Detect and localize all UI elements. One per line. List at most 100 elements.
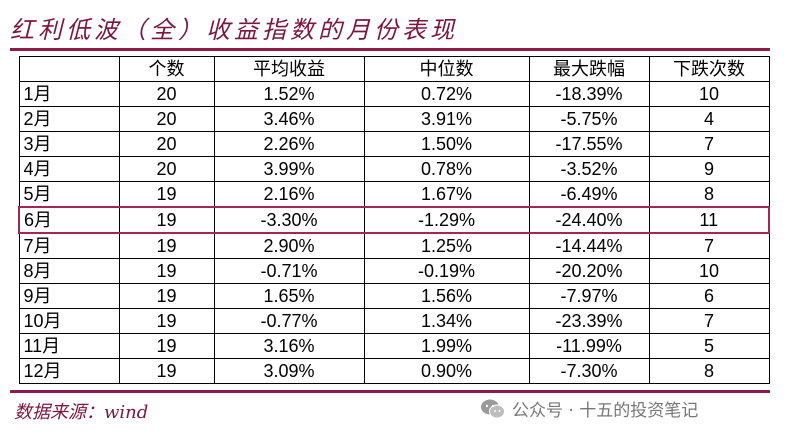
table-cell: 2.26% [213,131,365,157]
table-cell: 9 [648,156,770,182]
table-cell: 19 [118,258,215,284]
month-cell: 10月 [18,308,120,334]
table-row: 2月 20 3.46% 3.91% -5.75% 4 [18,106,770,132]
header-cell [18,56,120,82]
month-cell: 12月 [18,358,120,384]
table-cell: -11.99% [528,333,650,359]
table-cell: -17.55% [528,131,650,157]
header-cell: 中位数 [363,56,530,82]
table-cell: -18.39% [528,81,650,107]
table-cell: 3.99% [213,156,365,182]
table-cell: 20 [118,81,215,107]
watermark-text: 公众号 · 十五的投资笔记 [512,401,699,421]
table-cell: 3.09% [213,358,365,384]
table-cell: -20.20% [528,258,650,284]
header-cell: 最大跌幅 [528,56,650,82]
header-cell: 个数 [118,56,215,82]
table-cell: -14.44% [528,232,650,259]
table-cell: 1.34% [363,308,530,334]
month-cell: 8月 [18,258,120,284]
table-cell: 2.16% [213,181,365,208]
table-cell: 3.91% [363,106,530,132]
table-row: 1月 20 1.52% 0.72% -18.39% 10 [18,81,770,107]
table-row: 4月 20 3.99% 0.78% -3.52% 9 [18,156,770,182]
watermark: 公众号 · 十五的投资笔记 [480,396,698,421]
table-row: 5月 19 2.16% 1.67% -6.49% 8 [18,181,770,208]
table-header-row: 个数 平均收益 中位数 最大跌幅 下跌次数 [18,56,770,82]
table-cell: 19 [118,232,215,259]
table-cell: -7.97% [528,283,650,309]
table-cell: 0.78% [363,156,530,182]
table-cell: 19 [118,181,215,208]
table-row: 8月 19 -0.71% -0.19% -20.20% 10 [18,258,770,284]
table-cell: 1.56% [363,283,530,309]
top-divider [10,48,770,51]
month-cell: 11月 [18,333,120,359]
table-cell: 7 [648,308,770,334]
table-cell: -6.49% [528,181,650,208]
table-cell: 20 [118,131,215,157]
table-cell: 2.90% [213,232,365,259]
month-cell: 9月 [18,283,120,309]
month-cell: 6月 [18,206,120,234]
table-cell: 19 [118,308,215,334]
table-cell: -7.30% [528,358,650,384]
table-cell: 7 [648,131,770,157]
table-cell: 0.72% [363,81,530,107]
month-cell: 7月 [18,232,120,259]
table-cell: 19 [118,283,215,309]
month-cell: 3月 [18,131,120,157]
table-cell: 1.99% [363,333,530,359]
table-cell: -0.71% [213,258,365,284]
table-body: 1月 20 1.52% 0.72% -18.39% 10 2月 20 3.46% 3.91% -5.… [18,81,770,384]
table-cell: 19 [118,206,215,234]
table-row: 6月 19 -3.30% -1.29% -24.40% 11 [18,206,770,234]
table-cell: -5.75% [528,106,650,132]
table-cell: 11 [648,206,770,234]
bottom-divider [10,390,770,393]
monthly-performance-table: 个数 平均收益 中位数 最大跌幅 下跌次数 1月 20 1.52% 0.72% -18.… [18,56,770,384]
table-row: 3月 20 2.26% 1.50% -17.55% 7 [18,131,770,157]
table-cell: -3.30% [213,206,365,234]
month-cell: 5月 [18,181,120,208]
table-cell: 1.25% [363,232,530,259]
table-cell: -0.19% [363,258,530,284]
table-cell: 19 [118,358,215,384]
table-cell: 10 [648,258,770,284]
table-cell: 3.16% [213,333,365,359]
wechat-icon [481,399,505,418]
table-row: 9月 19 1.65% 1.56% -7.97% 6 [18,283,770,309]
table-cell: 1.52% [213,81,365,107]
table-cell: 4 [648,106,770,132]
table-cell: 20 [118,106,215,132]
table-row: 7月 19 2.90% 1.25% -14.44% 7 [18,232,770,259]
month-cell: 1月 [18,81,120,107]
month-cell: 4月 [18,156,120,182]
table-cell: -1.29% [363,206,530,234]
table-cell: 1.65% [213,283,365,309]
table-cell: 6 [648,283,770,309]
month-cell: 2月 [18,106,120,132]
page-title: 红利低波（全）收益指数的月份表现 [10,16,458,44]
table-cell: 8 [648,358,770,384]
data-source-note: 数据来源：wind [14,402,149,423]
table-row: 11月 19 3.16% 1.99% -11.99% 5 [18,333,770,359]
table-cell: 1.50% [363,131,530,157]
table-cell: 3.46% [213,106,365,132]
table-row: 12月 19 3.09% 0.90% -7.30% 8 [18,358,770,384]
header-cell: 下跌次数 [648,56,770,82]
table-cell: 10 [648,81,770,107]
table-cell: 1.67% [363,181,530,208]
table-cell: -0.77% [213,308,365,334]
table-cell: 7 [648,232,770,259]
table-cell: -23.39% [528,308,650,334]
table-cell: 8 [648,181,770,208]
table-cell: -24.40% [528,206,650,234]
table-row: 10月 19 -0.77% 1.34% -23.39% 7 [18,308,770,334]
table-cell: 19 [118,333,215,359]
table-cell: -3.52% [528,156,650,182]
table-cell: 0.90% [363,358,530,384]
header-cell: 平均收益 [213,56,365,82]
table-cell: 20 [118,156,215,182]
table-cell: 5 [648,333,770,359]
